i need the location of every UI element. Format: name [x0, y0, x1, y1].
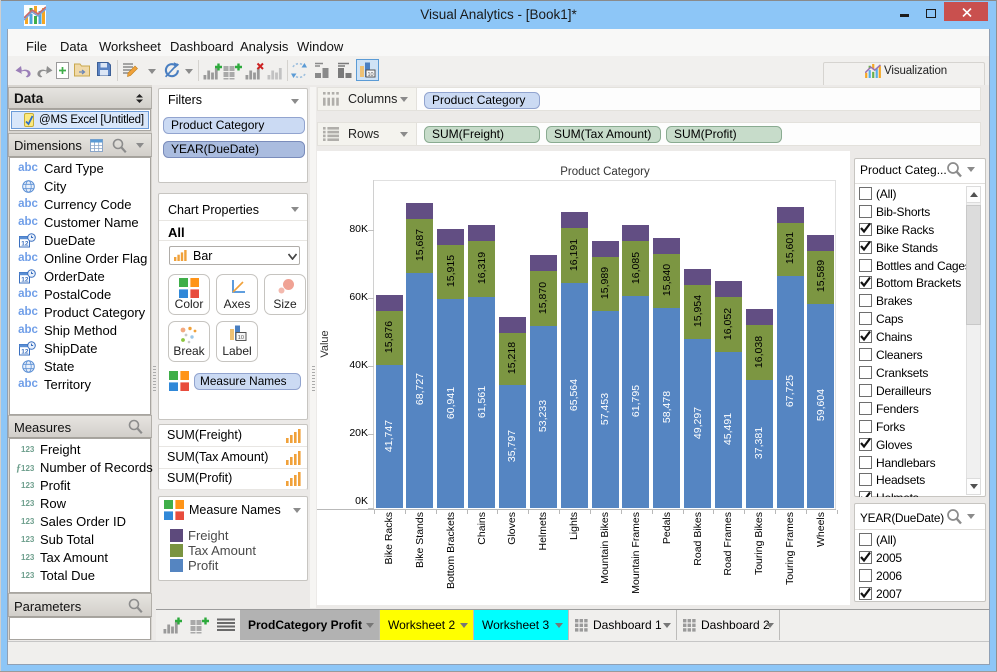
- svg-text:12: 12: [21, 277, 29, 284]
- svg-text:10: 10: [368, 72, 374, 78]
- svg-text:10: 10: [238, 335, 244, 341]
- svg-text:12: 12: [21, 349, 29, 356]
- svg-text:12: 12: [21, 241, 29, 248]
